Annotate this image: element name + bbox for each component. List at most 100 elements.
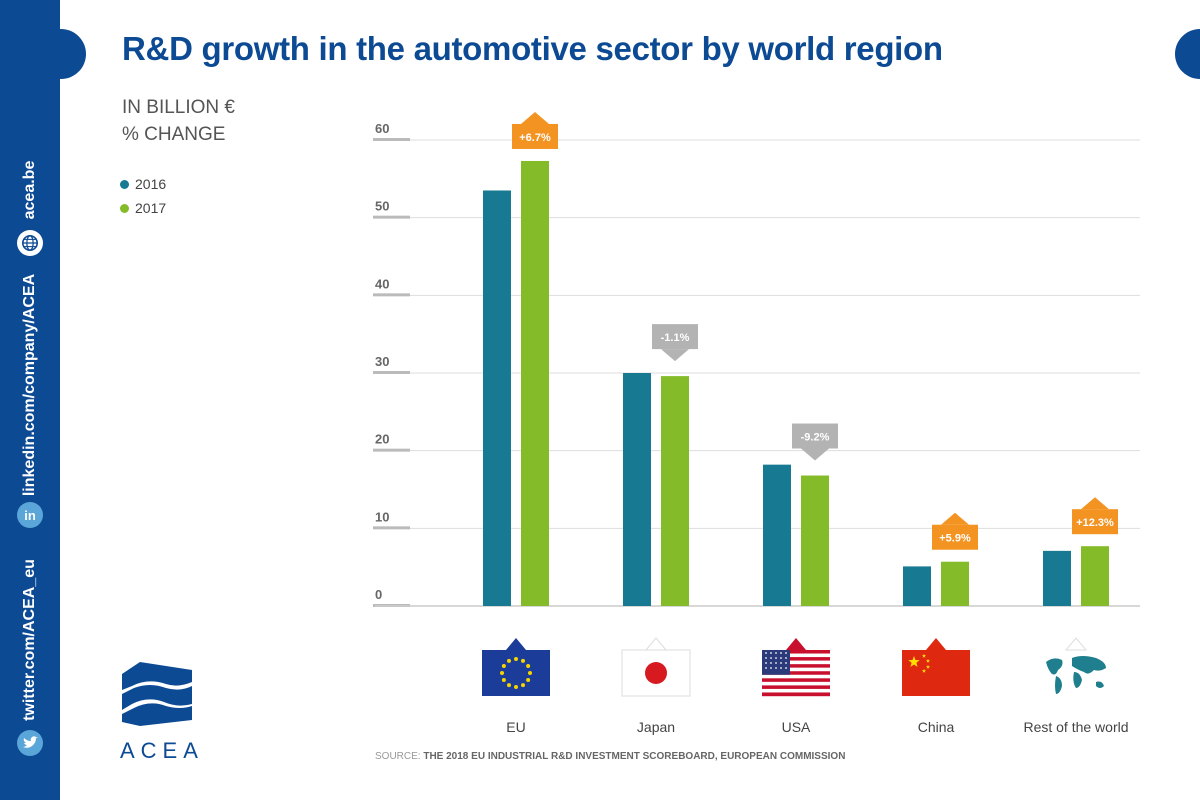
flag-pointer	[1064, 637, 1088, 651]
flag-star	[785, 657, 787, 659]
flag-star	[780, 657, 782, 659]
change-label: +5.9%	[939, 533, 971, 545]
globe-icon[interactable]	[17, 230, 43, 256]
flag-stripe	[762, 681, 830, 686]
flag-stripe	[762, 667, 830, 672]
y-tick-label: 20	[375, 432, 389, 447]
flag-star	[765, 652, 767, 654]
y-tick-mark	[373, 371, 410, 374]
y-tick-label: 50	[375, 199, 389, 214]
change-label: +12.3%	[1076, 517, 1114, 529]
map-australia	[1096, 681, 1104, 688]
bar-2017	[521, 160, 549, 606]
legend-item-2016: 2016	[120, 176, 166, 192]
eu-flag-icon	[482, 638, 550, 696]
flag-star	[765, 667, 767, 669]
flag-stripe	[762, 674, 830, 679]
flag-star	[770, 662, 772, 664]
category-label: China	[918, 719, 955, 735]
change-badge: +5.9%	[932, 512, 978, 550]
bar-2017	[1081, 546, 1109, 606]
flag-pointer	[506, 638, 526, 650]
map-americas-north	[1046, 658, 1063, 675]
bar-2016	[903, 566, 931, 606]
y-tick-mark	[373, 293, 410, 297]
world-map-icon	[1042, 637, 1110, 696]
badge-box	[792, 423, 838, 449]
flag-star	[526, 678, 531, 682]
y-tick-mark	[373, 526, 410, 530]
y-tick-label: 40	[375, 276, 389, 291]
flag-star	[528, 671, 532, 675]
flag-small-star	[925, 664, 931, 669]
badge-arrow-up	[941, 512, 969, 525]
twitter-icon[interactable]	[17, 730, 43, 756]
flag-star	[501, 664, 506, 668]
bar-2016	[623, 373, 651, 606]
flag-pointer	[644, 637, 668, 651]
flag-star	[507, 658, 511, 663]
y-tick-mark	[373, 448, 410, 452]
category-label: Japan	[637, 719, 675, 735]
change-badge: +6.7%	[512, 111, 558, 149]
flag-stripe	[762, 660, 830, 665]
flag-star	[780, 662, 782, 664]
linkedin-icon-text: in	[24, 507, 36, 523]
legend-label-2017: 2017	[135, 200, 167, 216]
category-label: Rest of the world	[1023, 719, 1128, 735]
flag-small-star	[921, 653, 927, 658]
flag-stripe	[762, 685, 830, 690]
japan-flag-icon	[621, 637, 691, 697]
linkedin-icon[interactable]: in	[17, 502, 43, 528]
badge-arrow-up	[1081, 497, 1109, 510]
y-tick-label: 0	[375, 587, 382, 602]
map-eurasia	[1072, 656, 1106, 674]
flag-star	[521, 683, 525, 688]
flag-stripe	[762, 692, 830, 697]
flag-stripe	[762, 671, 830, 675]
flag-star	[514, 657, 518, 661]
flag-star	[785, 652, 787, 654]
flag-star	[521, 658, 525, 663]
bar-2017	[801, 475, 829, 606]
badge-box	[652, 324, 698, 350]
source-prefix: SOURCE:	[375, 751, 421, 762]
flag-star	[770, 652, 772, 654]
badge-arrow-down	[661, 349, 689, 362]
map-africa	[1073, 672, 1082, 688]
unit-label-billion: IN BILLION €	[122, 97, 235, 118]
acea-logo-icon	[122, 662, 192, 726]
flag-stripe	[762, 653, 830, 658]
y-tick-label: 60	[375, 121, 389, 136]
change-label: -9.2%	[801, 432, 830, 444]
usa-flag-icon	[762, 638, 830, 697]
flag-big-star	[908, 656, 920, 667]
legend-swatch-2016	[120, 179, 129, 189]
flag-pointer	[786, 638, 806, 650]
bar-2016	[483, 190, 511, 606]
change-badge: +12.3%	[1072, 497, 1118, 535]
bar-2016	[763, 464, 791, 606]
badge-arrow-up	[521, 111, 549, 124]
flag-star	[526, 664, 531, 668]
flag-star	[770, 657, 772, 659]
y-tick-label: 30	[375, 354, 389, 369]
bar-2017	[661, 376, 689, 606]
flag-small-star	[921, 668, 927, 673]
change-label: -1.1%	[661, 332, 690, 344]
badge-arrow-down	[801, 448, 829, 461]
category-label: USA	[782, 719, 811, 735]
y-tick-label: 10	[375, 509, 389, 524]
flag-star	[514, 685, 518, 689]
flag-star	[780, 652, 782, 654]
legend-label-2016: 2016	[135, 176, 167, 192]
flag-stripe	[762, 688, 830, 693]
source-note: SOURCE: THE 2018 EU INDUSTRIAL R&D INVES…	[375, 751, 845, 762]
flag-field	[902, 650, 970, 696]
sidebar: acea.be linkedin.com/company/ACEA in twi…	[0, 0, 60, 800]
flag-field	[482, 650, 550, 696]
flag-star	[775, 652, 777, 654]
flag-star	[775, 667, 777, 669]
badge-box	[512, 123, 558, 149]
